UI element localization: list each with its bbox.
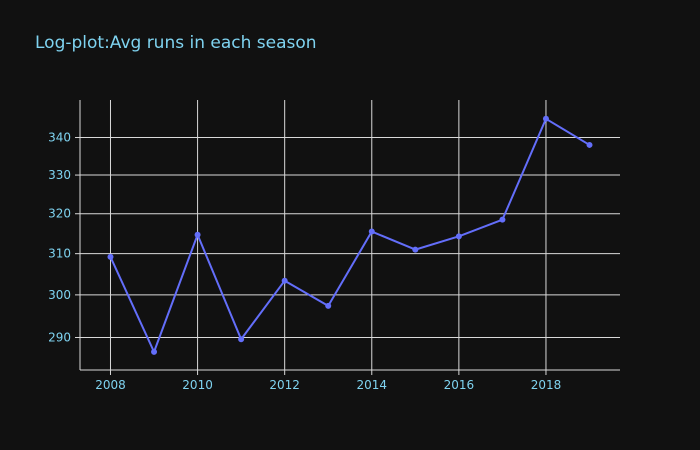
x-tick-label: 2018 (531, 378, 562, 392)
data-point (107, 253, 114, 260)
y-tick-label: 320 (48, 207, 71, 221)
y-tick-label: 340 (48, 131, 71, 145)
data-point (455, 233, 462, 240)
data-point (151, 348, 158, 355)
x-tick-label: 2008 (95, 378, 126, 392)
y-tick-label: 330 (48, 168, 71, 182)
data-point (238, 336, 245, 343)
data-point (325, 302, 332, 309)
data-point (542, 115, 549, 122)
x-tick-label: 2010 (182, 378, 213, 392)
y-tick-label: 310 (48, 247, 71, 261)
y-tick-label: 290 (48, 331, 71, 345)
data-point (412, 246, 419, 253)
data-point (194, 231, 201, 238)
y-tick-label: 300 (48, 288, 71, 302)
x-tick-label: 2014 (357, 378, 388, 392)
tick-labels: 2008 2010 2012 2014 2016 2018 290 300 310 320 330 3… (48, 131, 561, 392)
data-point (499, 216, 506, 223)
grid-lines (80, 100, 620, 370)
series-layer (107, 115, 593, 355)
axes (75, 100, 620, 375)
data-point (281, 277, 288, 284)
chart-title: Log-plot:Avg runs in each season (35, 33, 317, 53)
x-tick-label: 2012 (269, 378, 300, 392)
data-point (586, 141, 593, 148)
x-tick-label: 2016 (444, 378, 475, 392)
data-point (368, 228, 375, 235)
series-line (109, 117, 591, 353)
